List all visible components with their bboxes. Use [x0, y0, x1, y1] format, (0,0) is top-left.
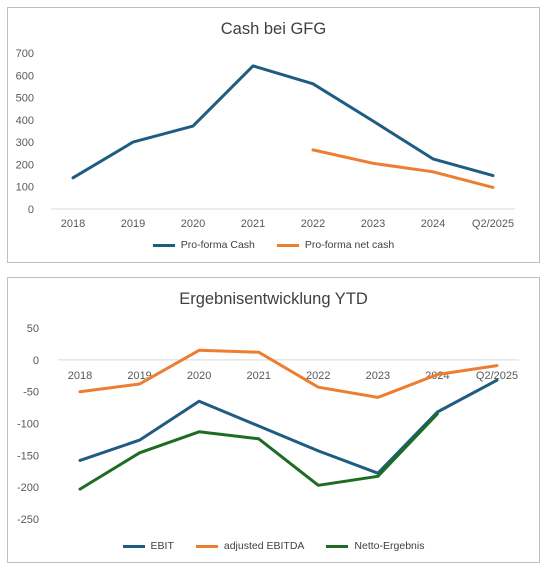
y-tick-label: 0	[28, 204, 34, 216]
y-tick-label: 700	[16, 48, 34, 60]
y-tick-label: 200	[16, 159, 34, 171]
series-line-pro-forma-net-cash	[311, 148, 495, 189]
x-tick-label: 2022	[301, 218, 325, 230]
y-tick-label: 0	[33, 355, 39, 367]
y-tick-label: -50	[23, 387, 39, 399]
x-tick-label: 2021	[246, 370, 270, 382]
legend-swatch	[326, 544, 349, 548]
y-tick-label: 600	[16, 70, 34, 82]
x-tick-label: 2020	[187, 370, 211, 382]
legend-label: adjusted EBITDA	[223, 540, 305, 552]
x-tick-label: 2023	[361, 218, 385, 230]
legend-swatch	[152, 243, 175, 247]
series-line-pro-forma-cash	[71, 64, 495, 180]
y-tick-label: 400	[16, 115, 34, 127]
y-tick-label: 50	[27, 323, 39, 335]
legend-label: EBIT	[150, 540, 174, 552]
legend-item-adjusted-ebitda: adjusted EBITDA	[195, 540, 305, 552]
y-tick-label: -200	[17, 482, 39, 494]
series-line-ebit	[78, 378, 499, 475]
y-tick-label: -100	[17, 419, 39, 431]
chart-panel-ergebnis: Ergebnisentwicklung YTD 50 0 -50 -100 -150 -2…	[7, 277, 540, 563]
x-tick-label: 2019	[121, 218, 145, 230]
cash-chart-svg: 0 100 200 300 400 500 600 700 2018 2019 2020 2021 20…	[16, 48, 515, 230]
legend-label: Pro-forma Cash	[180, 239, 255, 251]
x-tick-label: 2020	[181, 218, 205, 230]
y-tick-label: -250	[17, 514, 39, 526]
chart-title: Cash bei GFG	[220, 20, 327, 38]
y-tick-label: -150	[17, 450, 39, 462]
x-tick-label: Q2/2025	[472, 218, 514, 230]
x-tick-label: 2018	[61, 218, 85, 230]
series-line-netto-ergebnis	[78, 412, 439, 491]
legend-swatch	[122, 544, 145, 548]
legend-swatch	[195, 544, 218, 548]
x-tick-label: 2023	[366, 370, 390, 382]
x-tick-label: 2018	[68, 370, 92, 382]
x-tick-label: 2022	[306, 370, 330, 382]
legend-item-netto-ergebnis: Netto-Ergebnis	[326, 540, 424, 552]
y-tick-label: 100	[16, 182, 34, 194]
chart-title: Ergebnisentwicklung YTD	[179, 290, 368, 308]
x-tick-label: Q2/2025	[476, 370, 518, 382]
legend-item-pro-forma-net-cash: Pro-forma net cash	[276, 239, 395, 251]
legend-swatch	[276, 243, 299, 247]
legend-item-pro-forma-cash: Pro-forma Cash	[152, 239, 255, 251]
legend-item-ebit: EBIT	[122, 540, 174, 552]
y-tick-label: 500	[16, 93, 34, 105]
x-tick-label: 2024	[421, 218, 445, 230]
series-line-adjusted-ebitda	[78, 348, 499, 399]
legend: EBIT adjusted EBITDA Netto-Ergebnis	[8, 540, 539, 552]
chart-panel-cash: Cash bei GFG 0 100 200 300 400 500 600 700 2018 2…	[7, 7, 540, 263]
legend: Pro-forma Cash Pro-forma net cash	[8, 239, 539, 251]
y-tick-label: 300	[16, 137, 34, 149]
legend-label: Pro-forma net cash	[304, 239, 395, 251]
legend-label: Netto-Ergebnis	[354, 540, 425, 552]
x-tick-label: 2021	[241, 218, 265, 230]
